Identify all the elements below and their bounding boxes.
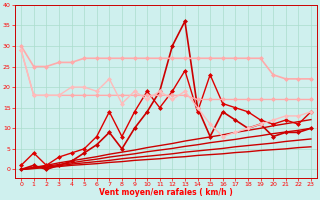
X-axis label: Vent moyen/en rafales ( km/h ): Vent moyen/en rafales ( km/h )	[99, 188, 233, 197]
